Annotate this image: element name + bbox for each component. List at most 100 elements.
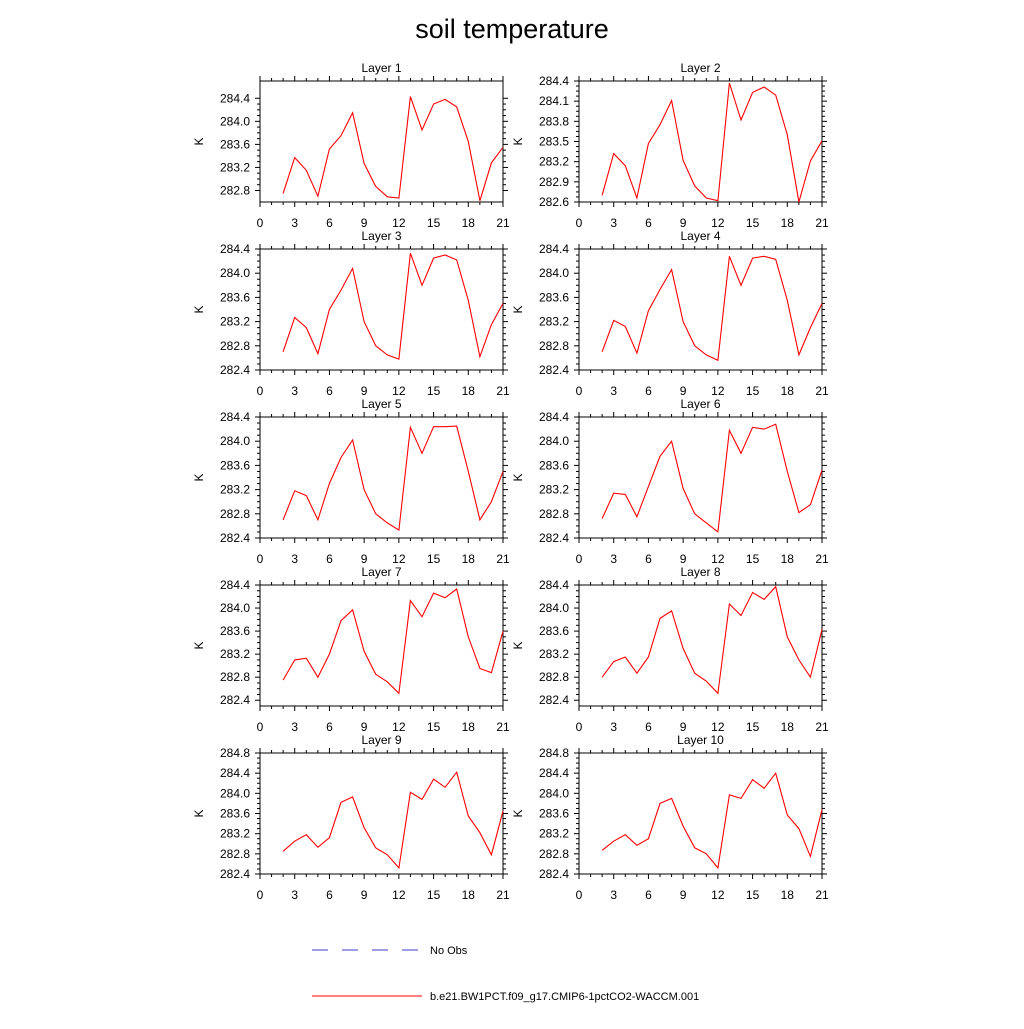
panel-1: Layer 1 0 3 6 9 12 15 18 21 282.8 283.2 283.6 284.0 2… — [192, 61, 510, 230]
x-tick-label: 0 — [257, 888, 264, 902]
x-tick-label: 6 — [645, 384, 652, 398]
panel-6: Layer 6 0 3 6 9 12 15 18 21 282.4 282.8 283.2 283.6 2… — [511, 397, 829, 566]
x-tick-label: 21 — [496, 384, 510, 398]
panel-title: Layer 6 — [680, 397, 720, 411]
x-tick-label: 3 — [610, 720, 617, 734]
x-tick-label: 18 — [462, 216, 476, 230]
legend-label-no-obs: No Obs — [430, 945, 468, 957]
y-tick-label: 283.6 — [220, 290, 250, 304]
y-tick-label: 282.4 — [220, 531, 250, 545]
plot-frame — [259, 584, 504, 707]
x-tick-label: 18 — [781, 552, 795, 566]
x-tick-label: 9 — [680, 216, 687, 230]
y-axis-label: K — [511, 641, 525, 649]
x-tick-label: 15 — [427, 384, 441, 398]
panel-title: Layer 1 — [361, 61, 401, 75]
x-tick-label: 15 — [746, 552, 760, 566]
series-line — [601, 585, 823, 695]
x-tick-label: 21 — [815, 888, 829, 902]
x-tick-label: 9 — [680, 720, 687, 734]
y-tick-label: 282.4 — [539, 867, 569, 881]
y-tick-label: 284.4 — [539, 410, 569, 424]
x-tick-label: 12 — [392, 720, 406, 734]
panel-title: Layer 8 — [680, 565, 720, 579]
y-axis-label: K — [511, 137, 525, 145]
y-tick-label: 284.4 — [220, 766, 250, 780]
panel-10: Layer 10 0 3 6 9 12 15 18 21 282.4 282.8 283.2 283.6… — [511, 733, 829, 902]
panel-7: Layer 7 0 3 6 9 12 15 18 21 282.4 282.8 283.2 283.6 2… — [192, 565, 510, 734]
y-tick-label: 283.6 — [539, 290, 569, 304]
x-tick-label: 6 — [326, 552, 333, 566]
series-line — [601, 771, 823, 870]
x-tick-label: 0 — [576, 888, 583, 902]
x-tick-label: 18 — [781, 216, 795, 230]
x-tick-label: 3 — [291, 216, 298, 230]
y-axis-label: K — [192, 305, 206, 313]
series-line — [601, 423, 823, 533]
y-tick-label: 282.6 — [539, 195, 569, 209]
x-tick-label: 9 — [361, 384, 368, 398]
panel-8: Layer 8 0 3 6 9 12 15 18 21 282.4 282.8 283.2 283.6 2… — [511, 565, 829, 734]
plot-frame — [259, 248, 504, 371]
x-tick-label: 21 — [496, 888, 510, 902]
y-tick-label: 283.2 — [539, 827, 569, 841]
y-tick-label: 284.8 — [220, 746, 250, 760]
plot-frame — [259, 80, 504, 203]
y-tick-label: 282.8 — [539, 339, 569, 353]
y-tick-label: 283.2 — [220, 483, 250, 497]
y-tick-label: 283.2 — [539, 483, 569, 497]
x-tick-label: 15 — [746, 888, 760, 902]
x-tick-label: 9 — [361, 216, 368, 230]
legend-label-model: b.e21.BW1PCT.f09_g17.CMIP6-1pctCO2-WACCM… — [430, 991, 699, 1003]
y-tick-label: 284.4 — [220, 91, 250, 105]
x-tick-label: 3 — [291, 384, 298, 398]
x-tick-label: 18 — [462, 720, 476, 734]
plot-frame — [578, 248, 823, 371]
x-tick-label: 12 — [711, 720, 725, 734]
y-tick-label: 284.0 — [220, 266, 250, 280]
x-tick-label: 6 — [326, 888, 333, 902]
x-tick-label: 6 — [326, 720, 333, 734]
y-axis-label: K — [192, 641, 206, 649]
x-tick-label: 9 — [361, 720, 368, 734]
panel-4: Layer 4 0 3 6 9 12 15 18 21 282.4 282.8 283.2 283.6 2… — [511, 229, 829, 398]
y-tick-label: 282.4 — [539, 363, 569, 377]
x-tick-label: 0 — [576, 720, 583, 734]
x-tick-label: 3 — [610, 216, 617, 230]
y-tick-label: 282.8 — [220, 183, 250, 197]
y-tick-label: 282.8 — [539, 670, 569, 684]
x-tick-label: 12 — [392, 888, 406, 902]
series-line — [601, 255, 823, 362]
x-tick-label: 0 — [257, 552, 264, 566]
x-tick-label: 18 — [462, 384, 476, 398]
y-axis-label: K — [192, 809, 206, 817]
x-tick-label: 0 — [576, 216, 583, 230]
x-tick-label: 18 — [781, 720, 795, 734]
x-tick-label: 0 — [257, 384, 264, 398]
x-tick-label: 3 — [610, 552, 617, 566]
y-tick-label: 284.4 — [539, 242, 569, 256]
x-tick-label: 9 — [361, 552, 368, 566]
y-tick-label: 282.8 — [220, 507, 250, 521]
y-tick-label: 284.0 — [539, 601, 569, 615]
panel-title: Layer 3 — [361, 229, 401, 243]
y-tick-label: 284.0 — [220, 601, 250, 615]
y-tick-label: 284.4 — [539, 578, 569, 592]
y-tick-label: 283.6 — [220, 807, 250, 821]
x-tick-label: 15 — [427, 552, 441, 566]
x-tick-label: 6 — [645, 552, 652, 566]
y-tick-label: 284.1 — [539, 94, 569, 108]
x-tick-label: 15 — [427, 888, 441, 902]
series-line — [282, 96, 504, 201]
y-tick-label: 283.2 — [539, 155, 569, 169]
x-tick-label: 12 — [392, 216, 406, 230]
figure-title: soil temperature — [415, 14, 609, 44]
x-tick-label: 9 — [680, 888, 687, 902]
x-tick-label: 15 — [427, 720, 441, 734]
y-tick-label: 283.6 — [539, 807, 569, 821]
x-tick-label: 21 — [496, 720, 510, 734]
y-axis-label: K — [511, 305, 525, 313]
x-tick-label: 3 — [291, 552, 298, 566]
x-tick-label: 15 — [427, 216, 441, 230]
